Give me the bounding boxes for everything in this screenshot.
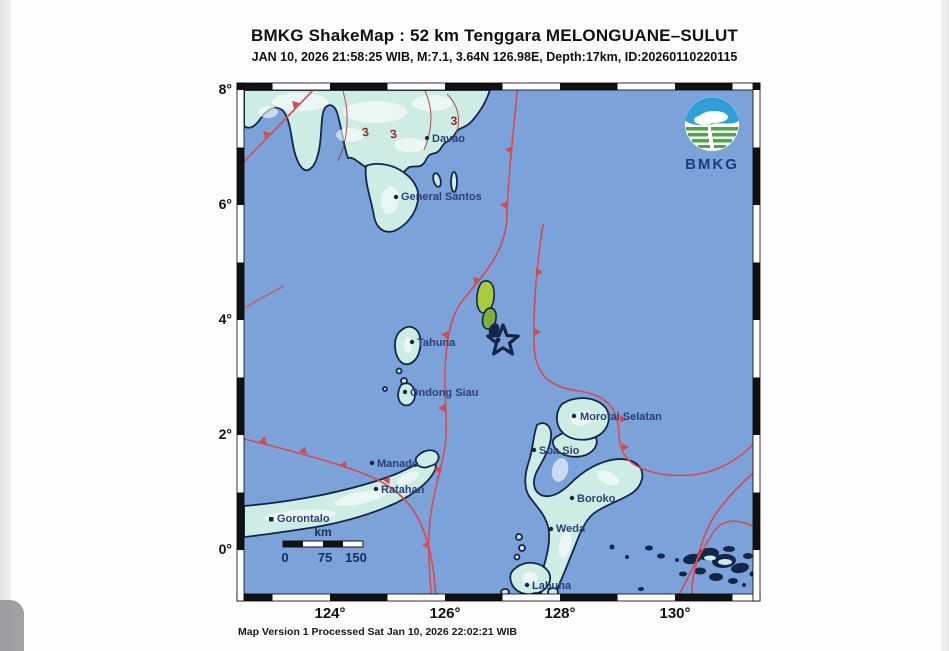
page-subtitle: JAN 10, 2026 21:58:25 WIB, M:7.1, 3.64N …: [251, 50, 738, 64]
city-dot: [569, 495, 575, 501]
page-title: BMKG ShakeMap : 52 km Tenggara MELONGUAN…: [250, 26, 739, 45]
landmass-siau: [397, 382, 417, 407]
intensity-contours: [337, 90, 460, 162]
fault-barbs: [259, 101, 629, 549]
landmass-halmahera: [524, 422, 644, 594]
lon-label-124: 124°: [314, 605, 346, 622]
map-version-text: Map Version 1 Processed Sat Jan 10, 2026…: [238, 626, 517, 638]
scalebar: km 0 75 150: [281, 525, 366, 565]
lat-label-8: 8°: [218, 81, 232, 97]
photo-corner-artifact: [0, 600, 24, 651]
photo-edge-artifact: [941, 0, 949, 651]
city-label-labuha: Labuha: [532, 580, 572, 592]
epicenter-star: [486, 323, 520, 356]
small-island: [382, 386, 388, 392]
city-labels: Davao General Santos Tahuna Ondong Siau …: [277, 133, 662, 592]
city-label-tahuna: Tahuna: [417, 337, 456, 349]
fault-morotai-trench: [533, 223, 753, 477]
terrain-highlights: [258, 93, 620, 584]
small-island: [515, 533, 523, 541]
city-dot: [571, 413, 577, 419]
city-label-davao: Davao: [432, 133, 465, 145]
scalebar-segment: [283, 541, 303, 547]
bmkg-logo-label: BMKG: [685, 156, 739, 173]
small-island: [450, 171, 458, 193]
city-dot: [402, 389, 408, 395]
frame-bottom: [236, 593, 761, 602]
fault-sorong-b: [678, 520, 753, 594]
lat-label-6: 6°: [218, 196, 232, 212]
small-island: [500, 588, 510, 594]
intensity-label: 3: [389, 127, 398, 142]
frame-left: [236, 82, 245, 602]
scalebar-tick-75: 75: [318, 550, 332, 565]
city-dot: [409, 339, 415, 345]
small-island: [547, 587, 559, 594]
landmass-manado-tip: [414, 449, 440, 469]
city-label-ratahan: Ratahan: [381, 484, 425, 496]
city-dot: [269, 517, 274, 522]
small-island: [432, 172, 442, 188]
fault-cotabato-trench: [244, 90, 315, 163]
fault-minor: [244, 285, 285, 309]
small-island: [513, 553, 521, 561]
cloud-icon: [694, 115, 714, 125]
talaud-island-south: [488, 323, 500, 337]
bmkg-logo: BMKG: [685, 97, 739, 173]
frame-right: [752, 82, 761, 602]
city-label-morotai-selatan: Morotai Selatan: [580, 411, 662, 423]
landmass-mindanao: [244, 90, 491, 179]
lat-label-2: 2°: [218, 426, 232, 442]
misool-island-cluster: [609, 544, 753, 591]
city-label-weda: Weda: [556, 523, 586, 535]
small-island: [518, 544, 526, 552]
lon-label-130: 130°: [659, 605, 691, 622]
frame-top: [236, 82, 761, 91]
city-dot: [369, 460, 375, 466]
city-dots: [269, 136, 577, 588]
city-dot: [548, 526, 554, 532]
scalebar-tick-0: 0: [281, 550, 288, 565]
intensity-label: 3: [361, 125, 370, 140]
city-label-general-santos: General Santos: [401, 191, 482, 203]
scalebar-segment: [323, 541, 343, 547]
city-dot: [524, 582, 530, 588]
intensity-value-labels: 3 3 3: [361, 114, 457, 141]
photo-edge-artifact: [0, 0, 11, 651]
city-label-gorontalo: Gorontalo: [277, 513, 330, 525]
talaud-islands: [476, 280, 501, 343]
city-dot: [393, 194, 399, 200]
lat-label-0: 0°: [218, 541, 232, 557]
scalebar-unit: km: [314, 525, 331, 539]
lon-label-126: 126°: [429, 605, 461, 622]
fault-philippine-trench: [427, 90, 519, 594]
city-label-soa-sio: Soa Sio: [539, 445, 580, 457]
lat-label-4: 4°: [218, 311, 232, 327]
city-label-manado: Manado: [377, 458, 419, 470]
fault-north-sulawesi: [244, 437, 437, 594]
map-frame: [236, 82, 761, 602]
intensity-label: 3: [451, 114, 458, 128]
scalebar-tick-150: 150: [345, 550, 367, 565]
map-area: 3 3 3 Dav: [244, 90, 753, 594]
city-label-ondong-siau: Ondong Siau: [410, 387, 478, 399]
small-island: [395, 367, 403, 375]
city-label-boroko: Boroko: [577, 493, 616, 505]
fault-sorong-a: [691, 472, 753, 594]
fault-lines: [244, 90, 753, 594]
lon-label-128: 128°: [544, 605, 576, 622]
city-dot: [531, 447, 537, 453]
bmkg-logo-stripes: [686, 127, 738, 148]
city-dot: [425, 136, 429, 140]
city-dot: [373, 486, 379, 492]
